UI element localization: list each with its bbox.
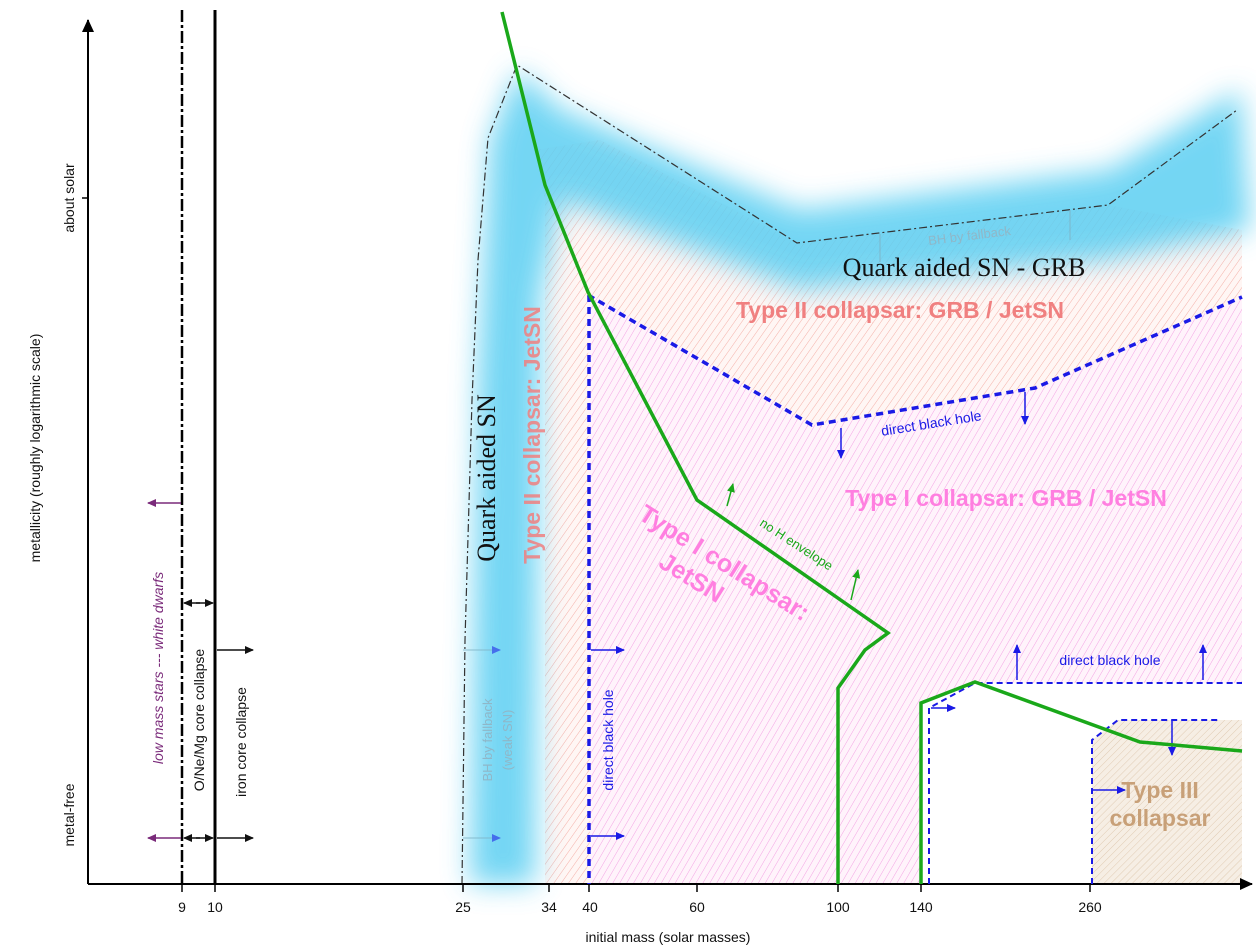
low-mass-stars-label: low mass stars --- white dwarfs: [150, 572, 166, 764]
x-tick-label-100: 100: [826, 899, 850, 915]
x-tick-label-260: 260: [1078, 899, 1102, 915]
y-tick-about-solar-label: about solar: [61, 163, 77, 233]
y-axis-label: metallicity (roughly logarithmic scale): [27, 334, 43, 563]
type2-jetsn-label: Type II collapsar: JetSN: [519, 306, 545, 564]
quark-sn-grb-label: Quark aided SN - GRB: [843, 253, 1086, 282]
bh-fallback-left-label: BH by fallback: [480, 698, 495, 782]
x-tick-label-25: 25: [455, 899, 471, 915]
x-tick-label-60: 60: [689, 899, 705, 915]
quark-aided-glow: [470, 70, 1250, 884]
type1-jetsn-region: [588, 292, 888, 884]
no-h-envelope-line: [500, 11, 892, 884]
quark-sn-label: Quark aided SN: [472, 394, 501, 562]
onemg-core-collapse-label: O/Ne/Mg core collapse: [191, 649, 207, 792]
type3-collapsar-region: [1092, 720, 1242, 884]
x-tick-label-10: 10: [207, 899, 223, 915]
x-tick-label-140: 140: [909, 899, 933, 915]
direct-bh-upper-boundary: [587, 293, 1243, 427]
weak-sn-label: (weak SN): [500, 710, 515, 771]
x-tick-label-9: 9: [178, 899, 186, 915]
type1-grb-label: Type I collapsar: GRB / JetSN: [845, 485, 1167, 511]
x-tick-label-34: 34: [541, 899, 557, 915]
direct-bh-right-label: direct black hole: [1059, 652, 1160, 668]
no-h-envelope-arrow-1: [726, 483, 735, 507]
type3-line2: collapsar: [1110, 805, 1211, 831]
direct-bh-vertical-label: direct black hole: [600, 689, 616, 790]
iron-core-collapse-label: iron core collapse: [233, 687, 249, 797]
x-axis-label: initial mass (solar masses): [586, 929, 751, 945]
y-tick-metal-free-label: metal-free: [61, 783, 77, 846]
type2-jetsn-region: [535, 150, 590, 884]
x-tick-label-40: 40: [582, 899, 598, 915]
type3-line1: Type III: [1121, 777, 1199, 803]
direct-bh-right-boundary: [928, 682, 1242, 884]
no-h-envelope-arrow-2: [850, 569, 861, 601]
green-right-boundary: [919, 680, 1243, 884]
bh-fallback-boundary: [461, 64, 1238, 885]
type1-collapsar-region: [588, 292, 1242, 884]
type2-grb-label: Type II collapsar: GRB / JetSN: [736, 297, 1064, 323]
x-tick-marks: [181, 884, 1091, 892]
